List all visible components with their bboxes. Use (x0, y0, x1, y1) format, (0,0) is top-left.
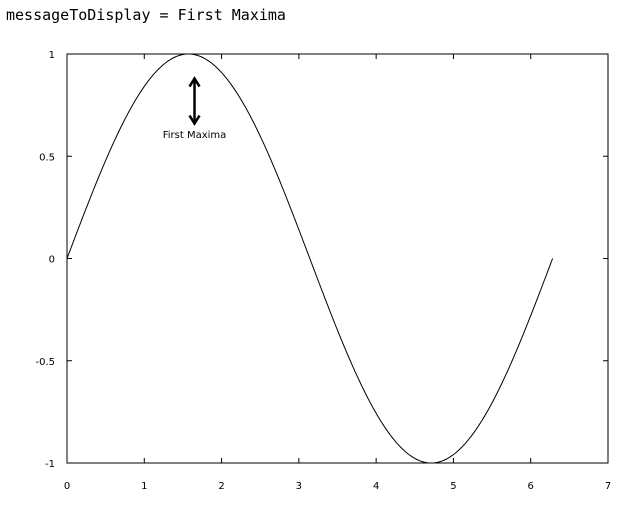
annotation-label: First Maxima (163, 130, 227, 141)
x-tick-label: 5 (450, 481, 456, 492)
y-tick-label: 0.5 (39, 152, 55, 163)
console-output-line: messageToDisplay = First Maxima (6, 6, 286, 24)
x-tick-label: 2 (218, 481, 224, 492)
console-operator: = (159, 6, 169, 24)
annotation-arrow-head-up (188, 76, 201, 88)
console-value: First Maxima (177, 6, 286, 24)
y-tick-label: -1 (45, 459, 55, 470)
x-tick-label: 0 (64, 481, 70, 492)
console-variable-name: messageToDisplay (6, 6, 151, 24)
ticks-layer (66, 53, 609, 464)
annotation-layer: First Maxima (163, 76, 227, 141)
sine-series-line (66, 53, 554, 464)
plot-frame (66, 53, 609, 464)
x-tick-label: 3 (296, 481, 302, 492)
x-tick-label: 7 (605, 481, 611, 492)
x-tick-label: 6 (528, 481, 534, 492)
y-tick-label: 0 (49, 255, 55, 266)
annotation-arrow-head-down (188, 114, 201, 126)
x-tick-label: 1 (141, 481, 147, 492)
y-tick-label: 1 (49, 50, 55, 61)
x-tick-label: 4 (373, 481, 379, 492)
series-layer (66, 53, 554, 464)
y-tick-label: -0.5 (35, 357, 55, 368)
tick-labels-layer: 0 1 2 3 4 5 6 7 -1 -0.5 0 0.5 1 (35, 50, 611, 492)
